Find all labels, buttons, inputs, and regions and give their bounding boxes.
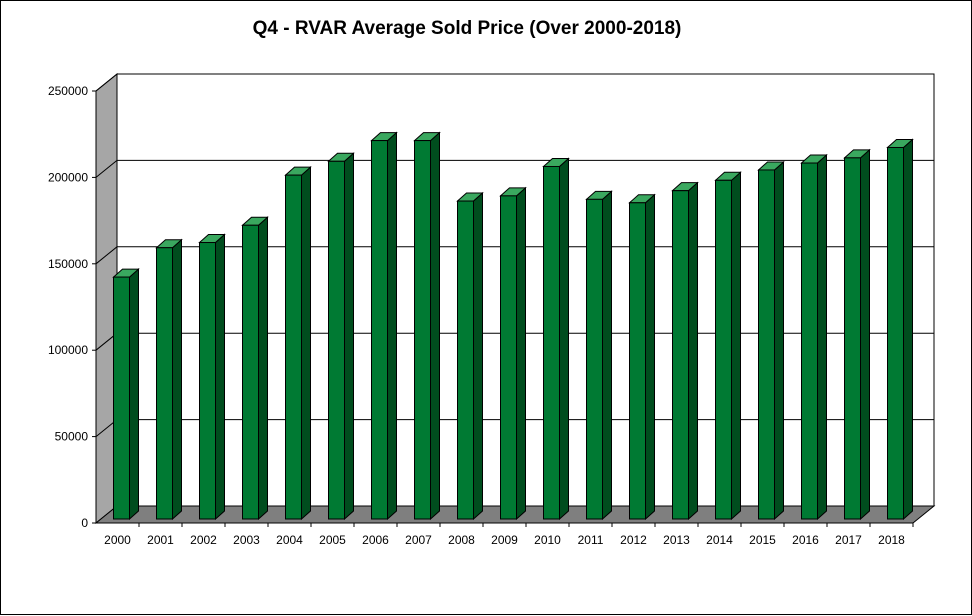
bar-side <box>129 267 139 521</box>
bar <box>800 153 828 521</box>
bar-front <box>113 276 130 520</box>
x-tick-label: 2016 <box>792 533 819 547</box>
x-tick-label: 2001 <box>147 533 174 547</box>
bar <box>327 152 355 521</box>
x-tick-label: 2017 <box>835 533 862 547</box>
x-tick-label: 2003 <box>233 533 260 547</box>
chart-title: Q4 - RVAR Average Sold Price (Over 2000-… <box>253 18 682 39</box>
x-tick-label: 2013 <box>663 533 690 547</box>
x-tick-label: 2018 <box>878 533 905 547</box>
x-tick-label: 2002 <box>190 533 217 547</box>
bar-front <box>543 165 560 520</box>
bar-front <box>715 179 732 520</box>
bar-side <box>387 131 397 521</box>
bar-front <box>844 157 861 520</box>
bar <box>241 216 269 521</box>
bar <box>284 166 312 521</box>
bar-side <box>688 181 698 521</box>
bar-side <box>903 138 913 521</box>
bar-side <box>731 171 741 521</box>
bar-side <box>516 186 526 521</box>
bar <box>714 171 742 521</box>
gridline-side <box>95 73 118 92</box>
bar <box>886 138 914 521</box>
x-tick-label: 2008 <box>448 533 475 547</box>
x-tick-label: 2014 <box>706 533 733 547</box>
x-tick-label: 2006 <box>362 533 389 547</box>
x-tick-label: 2010 <box>534 533 561 547</box>
bar-front <box>457 200 474 520</box>
bar <box>757 160 785 521</box>
bar <box>542 157 570 521</box>
y-tick-label: 100000 <box>48 343 88 357</box>
bar <box>585 190 613 521</box>
bar <box>413 131 441 521</box>
bar-front <box>285 174 302 520</box>
y-tick-label: 200000 <box>48 170 88 184</box>
gridline-side <box>95 160 118 178</box>
x-tick-label: 2009 <box>491 533 518 547</box>
y-tick-label: 250000 <box>48 84 88 98</box>
x-tick-label: 2012 <box>620 533 647 547</box>
bar-front <box>629 202 646 520</box>
bar-side <box>430 131 440 521</box>
bar <box>198 233 226 521</box>
bar <box>671 181 699 521</box>
bar-front <box>758 169 775 520</box>
bar <box>370 131 398 521</box>
bar-side <box>258 216 268 521</box>
gridline-side <box>95 246 118 265</box>
bar-front <box>500 195 517 520</box>
bar-side <box>774 160 784 521</box>
bar-side <box>172 238 182 521</box>
bar-side <box>602 190 612 521</box>
x-tick-label: 2015 <box>749 533 776 547</box>
bar-front <box>887 146 904 520</box>
bar-side <box>817 153 827 521</box>
bar-front <box>328 160 345 520</box>
x-tick-label: 2000 <box>104 533 131 547</box>
bar-front <box>371 140 388 520</box>
bar-side <box>215 233 225 521</box>
y-tick-label: 0 <box>81 516 88 530</box>
y-tick-label: 150000 <box>48 257 88 271</box>
bar-front <box>586 198 603 520</box>
bar-front <box>414 140 431 520</box>
x-tick-label: 2004 <box>276 533 303 547</box>
bar-front <box>801 162 818 520</box>
bar <box>155 238 183 521</box>
y-tick-label: 50000 <box>55 430 89 444</box>
x-tick-label: 2007 <box>405 533 432 547</box>
bar <box>499 186 527 521</box>
bar-side <box>645 193 655 521</box>
bar-side <box>344 152 354 521</box>
bar-front <box>242 224 259 520</box>
x-tick-label: 2005 <box>319 533 346 547</box>
bar <box>456 191 484 521</box>
bar-side <box>860 148 870 521</box>
bar-front <box>672 190 689 520</box>
bar <box>843 148 871 521</box>
x-tick-label: 2011 <box>578 533 604 547</box>
bar <box>112 267 140 521</box>
bar-side <box>473 191 483 521</box>
bar-side <box>301 166 311 521</box>
bar-front <box>156 247 173 520</box>
bar-front <box>199 242 216 520</box>
bar <box>628 193 656 521</box>
bar-side <box>559 157 569 521</box>
